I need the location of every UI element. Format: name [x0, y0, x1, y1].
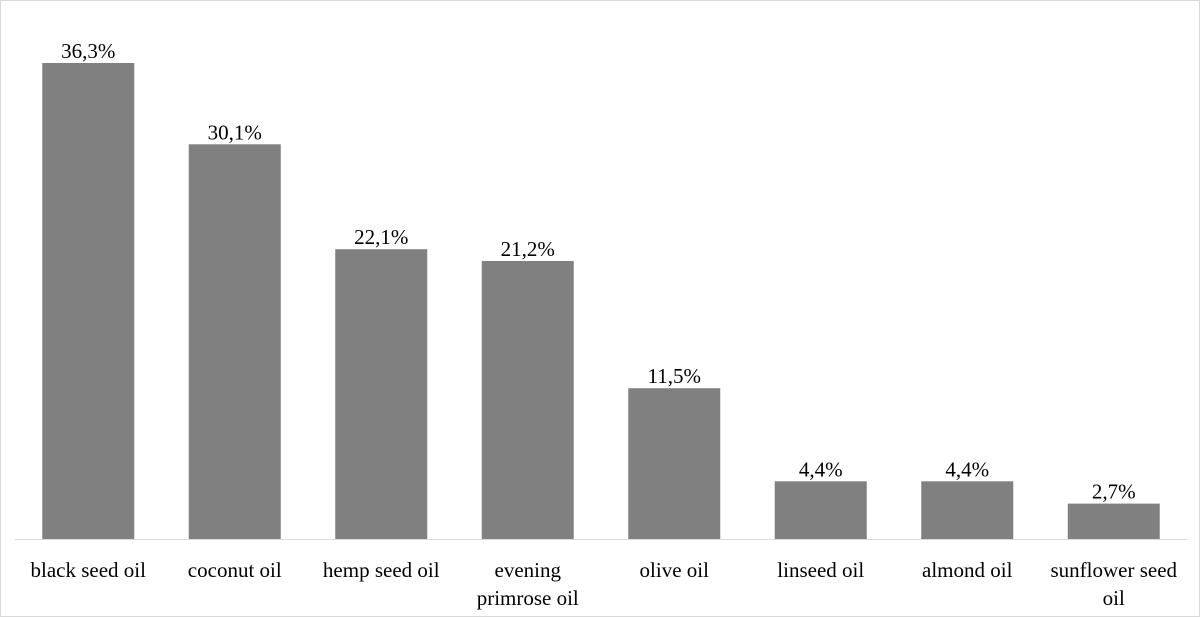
category-label-line: primrose oil: [477, 586, 579, 610]
bar-3: [481, 261, 574, 539]
category-label-line: hemp seed oil: [323, 558, 440, 582]
bar-0: [42, 63, 135, 539]
bar-1: [188, 144, 281, 539]
category-labels-group: black seed oil coconut oil hemp seed oil ev…: [31, 558, 1178, 610]
category-label-line: sunflower seed: [1050, 558, 1177, 582]
value-label-5: 4,4%: [799, 457, 843, 481]
category-label-1: coconut oil: [188, 558, 282, 582]
value-label-3: 21,2%: [501, 237, 555, 261]
bar-5: [774, 481, 867, 539]
bar-4: [628, 388, 721, 539]
bar-6: [921, 481, 1014, 539]
value-label-4: 11,5%: [648, 364, 701, 388]
bar-7: [1067, 503, 1160, 539]
category-label-0: black seed oil: [31, 558, 147, 582]
value-label-2: 22,1%: [354, 225, 408, 249]
category-label-line: almond oil: [922, 558, 1013, 582]
bars-group: [42, 63, 1160, 539]
category-label-line: black seed oil: [31, 558, 147, 582]
value-labels-group: 36,3% 30,1% 22,1% 21,2% 11,5% 4,4% 4,4% 2,7%: [61, 39, 1136, 504]
category-label-line: oil: [1103, 586, 1125, 610]
category-label-4: olive oil: [640, 558, 710, 582]
category-label-line: linseed oil: [777, 558, 864, 582]
category-label-line: evening: [495, 558, 562, 582]
value-label-7: 2,7%: [1092, 480, 1136, 504]
bar-2: [335, 249, 428, 539]
category-label-line: coconut oil: [188, 558, 282, 582]
value-label-6: 4,4%: [945, 457, 989, 481]
category-label-3: evening primrose oil: [477, 558, 579, 610]
value-label-1: 30,1%: [208, 120, 262, 144]
category-label-2: hemp seed oil: [323, 558, 440, 582]
category-label-line: olive oil: [640, 558, 710, 582]
category-label-6: almond oil: [922, 558, 1013, 582]
category-label-7: sunflower seed oil: [1050, 558, 1177, 610]
value-label-0: 36,3%: [61, 39, 115, 63]
category-label-5: linseed oil: [777, 558, 864, 582]
